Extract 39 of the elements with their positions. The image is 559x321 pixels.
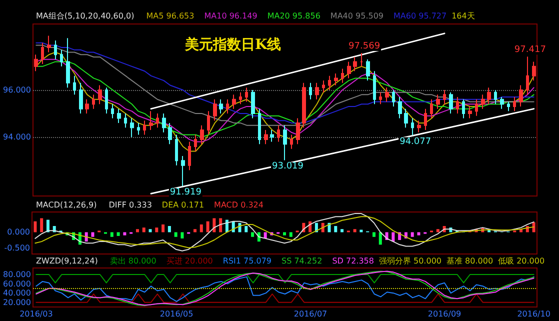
legend-title: MACD(12,26,9) (36, 200, 97, 210)
legend-title: ZWZD(9,12,24) (36, 256, 98, 266)
text: 买进 20.000 (166, 256, 213, 266)
y-tick-label: 20.000 (2, 298, 31, 307)
text: DIFF 0.333 (108, 200, 152, 210)
y-tick-label: 96.000 (2, 85, 31, 94)
annotation: 93.019 (272, 162, 304, 172)
y-tick-label: 0.000 (7, 228, 30, 237)
text: MA5 96.653 (146, 12, 194, 20)
text: MA60 95.727 (394, 12, 447, 20)
annotation: 97.417 (514, 45, 546, 56)
x-tick-label: 2016/10 (517, 310, 550, 318)
y-tick-label: 60.000 (2, 279, 31, 288)
y-tick-label: 80.000 (2, 270, 31, 279)
annotation: 91.919 (170, 188, 202, 198)
y-tick-label: -0.500 (4, 243, 30, 252)
annotation: 94.077 (400, 136, 432, 147)
x-tick-label: 2016/07 (294, 310, 328, 318)
ref-line-label: 强弱分界 50.000 (378, 256, 442, 266)
text: MA10 96.149 (204, 12, 258, 20)
series-label: MACD 0.324 (214, 200, 264, 210)
text: DEA 0.171 (162, 200, 204, 210)
series-label: SS 74.252 (282, 256, 322, 266)
y-tick-label: 94.000 (2, 132, 31, 142)
annotation: 97.569 (348, 42, 380, 52)
text: MA40 95.509 (330, 12, 384, 20)
series-label: SD 72.358 (332, 256, 374, 266)
text: 基准 80.000 (446, 256, 494, 266)
x-tick-label: 2016/05 (160, 310, 194, 318)
x-tick-label: 2016/09 (428, 310, 462, 318)
series-label: RSI1 75.079 (222, 256, 272, 266)
legend-title: MA组合(5,10,20,40,60,0) (36, 12, 134, 20)
text: 美元指数日K线 (184, 36, 282, 53)
series-label: 卖出 80.000 (110, 256, 156, 266)
text: 164天 (452, 12, 475, 20)
y-tick-label: 40.000 (2, 288, 31, 298)
x-tick-label: 2016/03 (20, 310, 53, 318)
text: 低吸 20.000 (498, 256, 545, 266)
text: MA20 95.856 (267, 12, 320, 20)
